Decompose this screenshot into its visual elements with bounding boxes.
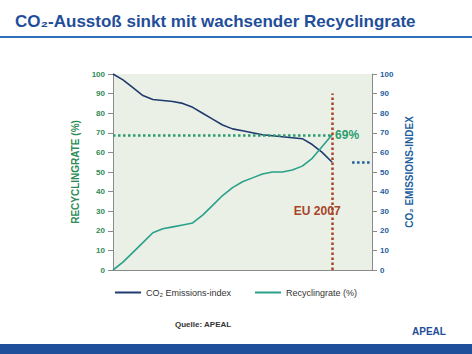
svg-text:20: 20 <box>380 226 389 235</box>
svg-text:80: 80 <box>380 109 389 118</box>
svg-text:50: 50 <box>380 168 389 177</box>
svg-text:10: 10 <box>96 246 105 255</box>
svg-text:60: 60 <box>380 148 389 157</box>
svg-text:0: 0 <box>101 266 106 275</box>
svg-text:30: 30 <box>96 207 105 216</box>
svg-text:10: 10 <box>380 246 389 255</box>
svg-text:70: 70 <box>96 128 105 137</box>
svg-text:CO₂ Emissions-index: CO₂ Emissions-index <box>146 288 232 298</box>
svg-text:CO₂ EMISSIONS-INDEX: CO₂ EMISSIONS-INDEX <box>404 116 415 228</box>
svg-text:80: 80 <box>96 109 105 118</box>
svg-text:40: 40 <box>96 187 105 196</box>
svg-text:EU 2007: EU 2007 <box>294 204 341 218</box>
svg-text:Recyclingrate (%): Recyclingrate (%) <box>286 288 357 298</box>
svg-text:RECYCLINGRATE (%): RECYCLINGRATE (%) <box>70 120 81 224</box>
svg-text:APEAL: APEAL <box>412 326 446 337</box>
svg-text:20: 20 <box>96 226 105 235</box>
svg-text:90: 90 <box>380 89 389 98</box>
svg-text:70: 70 <box>380 128 389 137</box>
svg-text:100: 100 <box>92 70 106 79</box>
svg-text:CO₂-Ausstoß sinkt mit wachsend: CO₂-Ausstoß sinkt mit wachsender Recycli… <box>15 12 416 31</box>
svg-text:40: 40 <box>380 187 389 196</box>
svg-text:Quelle: APEAL: Quelle: APEAL <box>175 320 231 329</box>
svg-text:30: 30 <box>380 207 389 216</box>
svg-text:0: 0 <box>380 266 385 275</box>
svg-text:50: 50 <box>96 168 105 177</box>
svg-text:69%: 69% <box>335 128 359 142</box>
svg-text:60: 60 <box>96 148 105 157</box>
svg-text:100: 100 <box>380 70 394 79</box>
svg-text:90: 90 <box>96 89 105 98</box>
